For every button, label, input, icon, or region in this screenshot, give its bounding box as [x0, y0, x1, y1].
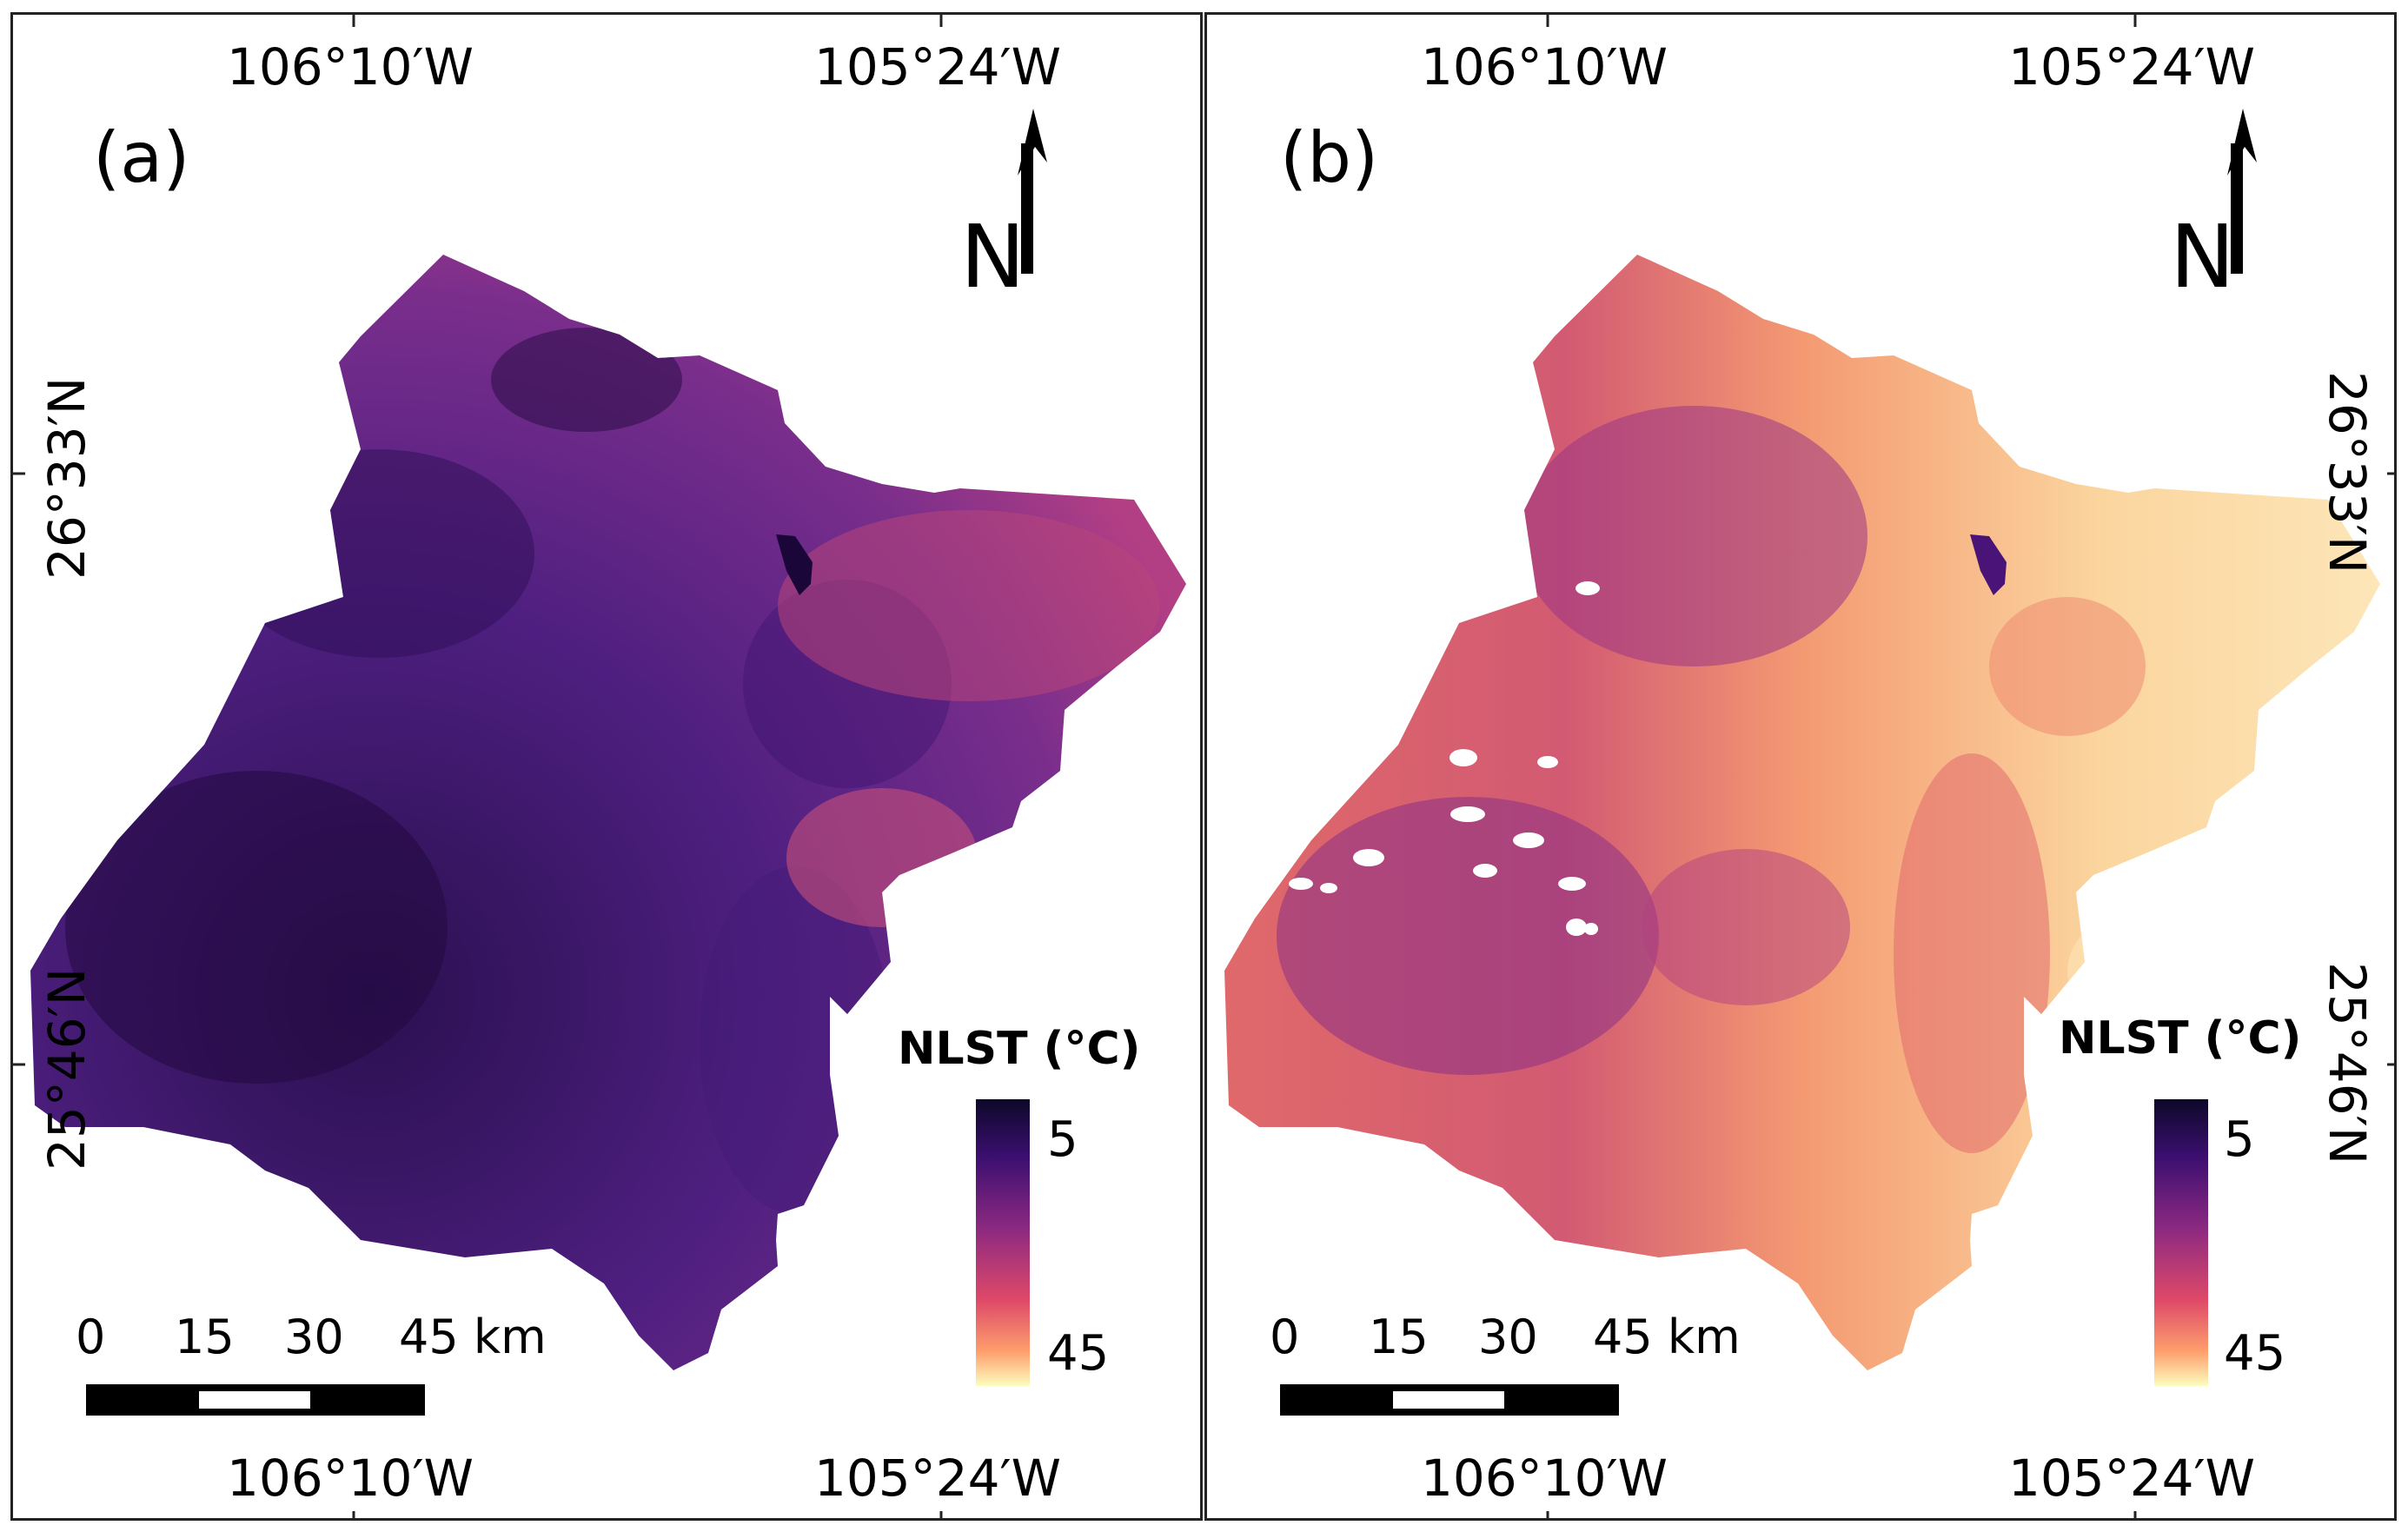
legend-min-value: 45: [1047, 1325, 1110, 1382]
scale-bar-b: [1280, 1384, 1619, 1416]
scale-label-30: 30: [284, 1310, 344, 1364]
north-arrow-icon: [1018, 109, 1047, 274]
bottom-coord-west: 106°10′W: [1421, 1449, 1668, 1508]
top-coord-west: 106°10′W: [227, 37, 474, 96]
right-coord-south: 25°46′N: [2318, 962, 2377, 1165]
colorbar-a: [976, 1099, 1030, 1386]
bottom-coord-west: 106°10′W: [227, 1449, 474, 1508]
scale-label-45: 45 km: [1593, 1310, 1741, 1364]
legend-max-value: 5: [2224, 1111, 2255, 1168]
nlst-raster-b: [1224, 255, 2380, 1370]
panel-label: (a): [93, 117, 190, 198]
scale-bar-a: [86, 1384, 425, 1416]
legend-min-value: 45: [2224, 1325, 2286, 1382]
scale-label-15: 15: [175, 1310, 235, 1364]
map-b-graphics: [1224, 15, 2394, 1518]
map-panel-b: 106°10′W 105°24′W 106°10′W 105°24′W 26°3…: [1204, 12, 2397, 1521]
bottom-coord-east: 105°24′W: [814, 1449, 1062, 1508]
legend-title: NLST (°C): [2059, 1012, 2302, 1064]
north-label: N: [2170, 206, 2235, 308]
scale-label-15: 15: [1369, 1310, 1429, 1364]
colorbar-b: [2154, 1099, 2208, 1386]
legend-title: NLST (°C): [898, 1023, 1141, 1075]
reservoir-a: [776, 534, 813, 595]
left-coord-north: 26°33′N: [37, 376, 96, 580]
bottom-coord-east: 105°24′W: [2008, 1449, 2256, 1508]
north-label: N: [960, 206, 1025, 308]
reservoir-b: [1970, 534, 2007, 595]
map-panel-a: 106°10′W 105°24′W 106°10′W 105°24′W 26°3…: [10, 12, 1203, 1521]
scale-label-0: 0: [1270, 1310, 1300, 1364]
top-coord-west: 106°10′W: [1421, 37, 1668, 96]
north-arrow-icon: [2227, 109, 2257, 274]
panel-label: (b): [1280, 117, 1379, 198]
top-coord-east: 105°24′W: [814, 37, 1062, 96]
scale-label-45: 45 km: [399, 1310, 547, 1364]
scale-label-0: 0: [76, 1310, 106, 1364]
top-coord-east: 105°24′W: [2008, 37, 2256, 96]
right-coord-north: 26°33′N: [2318, 371, 2377, 574]
scale-label-30: 30: [1478, 1310, 1538, 1364]
legend-max-value: 5: [1047, 1111, 1078, 1168]
left-coord-south: 25°46′N: [37, 967, 96, 1171]
map-a-graphics: [13, 15, 1186, 1518]
